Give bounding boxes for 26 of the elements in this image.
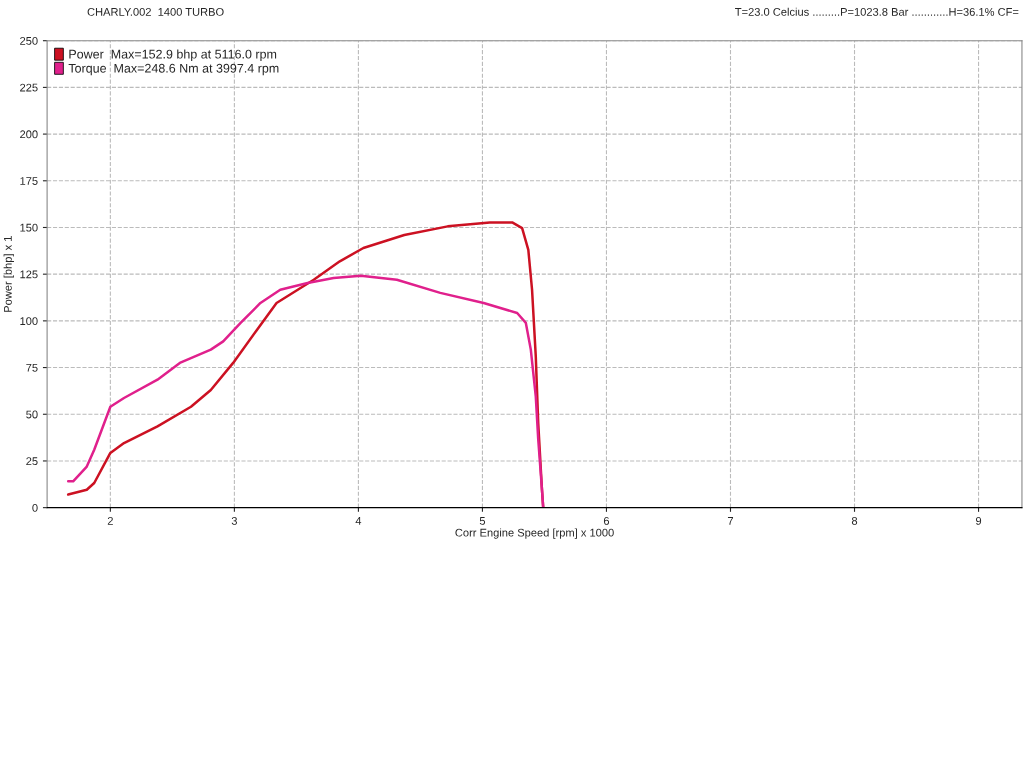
line-series — [66, 274, 545, 508]
y-tick-label: 225 — [20, 83, 38, 92]
x-tick-label: 3 — [231, 516, 237, 525]
x-tick-label: 6 — [603, 516, 610, 525]
y-tick-label: 100 — [20, 317, 38, 326]
y-tick-label: 125 — [20, 270, 38, 279]
text: T=23.0 Celcius .........P=1023.8 Bar ............H=36.1% CF= — [735, 7, 1019, 16]
y-axis-title: Power [bhp] x 1 — [3, 236, 14, 312]
x-tick-label: 2 — [107, 516, 113, 525]
y-tick-label: 150 — [20, 223, 38, 232]
y-tick-label: 0 — [32, 503, 38, 512]
y-tick-label: 175 — [20, 177, 38, 185]
x-tick-label: 9 — [975, 516, 982, 525]
x-tick-label: 7 — [727, 517, 734, 525]
y-tick-label: 50 — [26, 410, 38, 419]
x-tick-label: 4 — [355, 517, 362, 525]
y-tick-label: 200 — [20, 130, 38, 139]
legend-label: Torque Max=248.6 Nm at 3997.4 rpm — [68, 63, 279, 76]
y-tick-label: 25 — [26, 457, 38, 466]
text: CHARLY.002 1400 TURBO — [87, 7, 224, 16]
x-tick-label: 8 — [851, 516, 858, 525]
x-tick-label: 5 — [479, 517, 486, 525]
y-tick-label: 250 — [20, 36, 38, 45]
y-tick-label: 75 — [26, 363, 38, 372]
x-axis-title: Corr Engine Speed [rpm] x 1000 — [455, 528, 614, 539]
legend-label: Power Max=152.9 bhp at 5116.0 rpm — [69, 49, 277, 62]
